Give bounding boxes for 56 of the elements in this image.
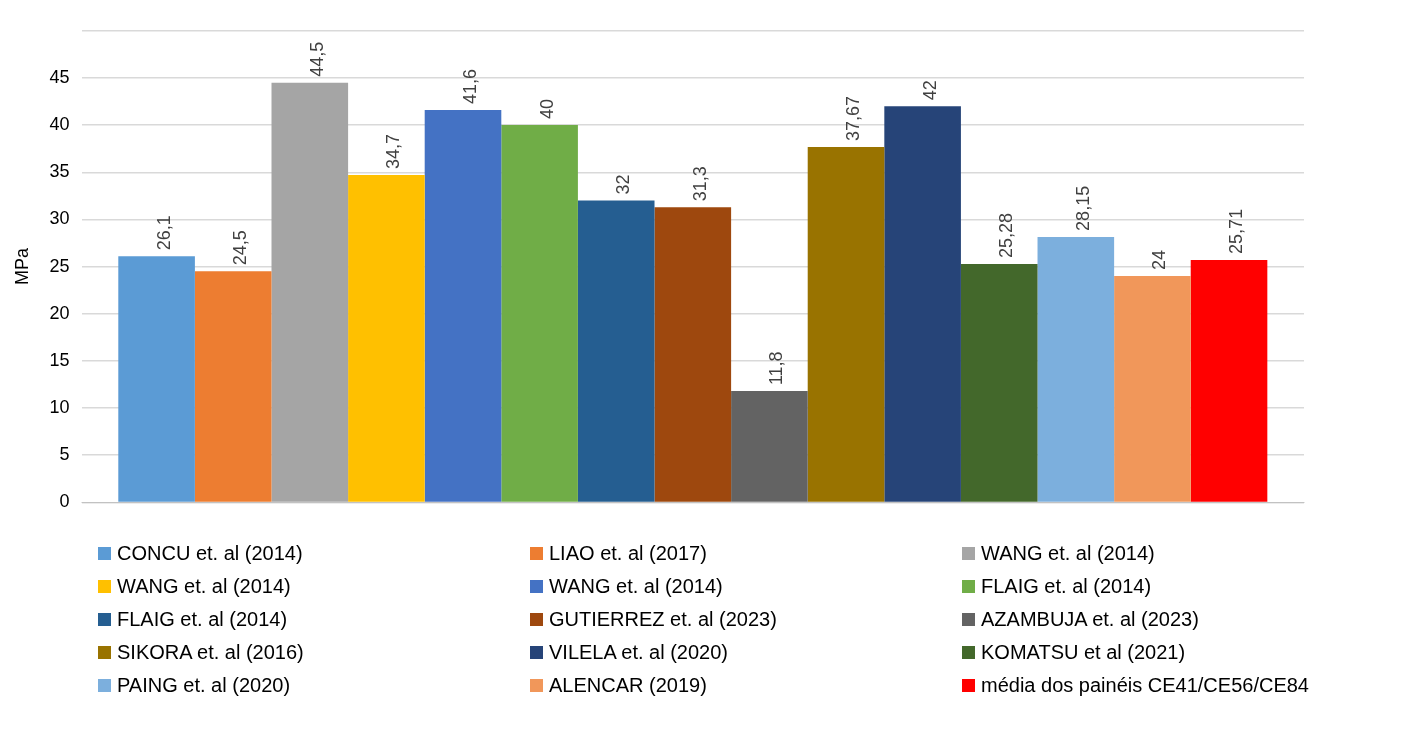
data-label: 44,5 [306, 41, 327, 77]
data-label: 34,7 [383, 134, 404, 170]
legend-label: VILELA et. al (2020) [549, 641, 729, 664]
y-tick-label: 10 [49, 397, 70, 418]
bar [807, 147, 885, 502]
data-label: 25,28 [996, 212, 1017, 258]
y-axis-title: MPa [11, 247, 32, 286]
y-tick-label: 5 [59, 444, 70, 465]
data-label: 31,3 [689, 166, 710, 202]
bar [501, 125, 578, 502]
legend-label: WANG et. al (2014) [981, 542, 1155, 565]
legend-label: AZAMBUJA et. al (2023) [981, 608, 1199, 631]
bar [1190, 259, 1268, 502]
data-label: 26,1 [153, 215, 174, 251]
y-tick-label: 20 [49, 302, 70, 323]
bar [960, 263, 1038, 502]
y-tick-label: 0 [59, 491, 70, 512]
y-tick-label: 45 [49, 66, 70, 87]
legend-label: CONCU et. al (2014) [117, 542, 303, 565]
data-label: 25,71 [1226, 208, 1246, 254]
data-label: 11,8 [766, 351, 787, 386]
bar [884, 106, 961, 502]
bar [731, 391, 808, 502]
data-label: 32 [613, 174, 634, 195]
bar [271, 82, 349, 502]
y-tick-label: 15 [49, 349, 70, 370]
data-label: 42 [919, 80, 940, 101]
y-tick-label: 35 [49, 161, 70, 182]
bar [424, 110, 502, 502]
bar [1114, 276, 1191, 502]
legend-label: PAING et. al (2020) [117, 674, 291, 697]
legend-label: ALENCAR (2019) [549, 674, 707, 697]
legend-label: SIKORA et. al (2016) [117, 641, 304, 664]
legend-label: GUTIERREZ et. al (2023) [549, 608, 777, 631]
legend-label: média dos painéis CE41/CE56/CE84 [981, 674, 1309, 697]
data-label: 24 [1149, 250, 1170, 271]
legend-label: KOMATSU et al (2021) [981, 641, 1186, 664]
legend-label: WANG et. al (2014) [549, 575, 723, 598]
data-label: 24,5 [230, 230, 251, 266]
y-tick-label: 25 [49, 255, 70, 276]
bar [654, 207, 732, 502]
bar [118, 256, 195, 502]
data-label: 40 [536, 99, 557, 120]
legend-label: FLAIG et. al (2014) [117, 608, 288, 631]
bar [577, 200, 655, 502]
data-label: 37,67 [842, 96, 863, 142]
legend-label: LIAO et. al (2017) [549, 542, 707, 565]
bar [1037, 236, 1115, 502]
y-tick-label: 30 [49, 208, 70, 229]
legend-label: FLAIG et. al (2014) [981, 575, 1152, 598]
y-tick-label: 40 [49, 114, 70, 135]
data-label: 41,6 [459, 68, 480, 105]
data-label: 28,15 [1072, 185, 1093, 231]
legend-label: WANG et. al (2014) [117, 575, 291, 598]
bar [348, 175, 425, 502]
bar [194, 271, 272, 502]
